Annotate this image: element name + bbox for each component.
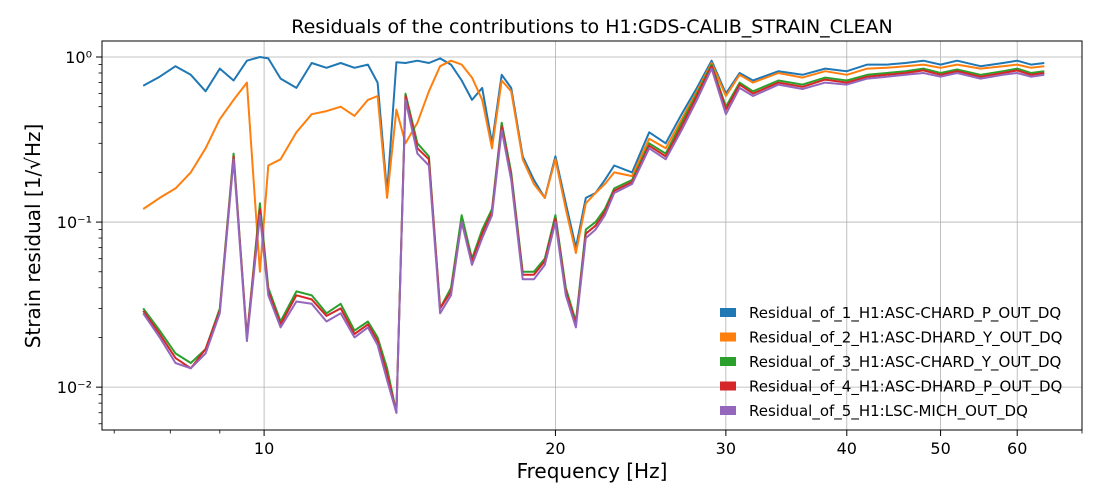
- series-line-2: [142, 59, 1045, 273]
- legend-label: Residual_of_2_H1:ASC-DHARD_Y_OUT_DQ: [749, 329, 1062, 348]
- legend-item: Residual_of_4_H1:ASC-DHARD_P_OUT_DQ: [720, 378, 1062, 397]
- y-tick-label: 10⁻¹: [57, 213, 92, 232]
- axis-ticks: 10 20 30 40 50 60 10⁻² 10⁻¹ 10⁰: [57, 48, 1083, 458]
- series-line-3: [142, 63, 1045, 414]
- x-axis-label: Frequency [Hz]: [517, 459, 668, 483]
- legend-swatch: [720, 357, 736, 366]
- y-tick-label: 10⁰: [65, 48, 92, 67]
- legend: Residual_of_1_H1:ASC-CHARD_P_OUT_DQ Resid…: [720, 304, 1062, 421]
- plot-frame: [101, 40, 1083, 431]
- legend-label: Residual_of_3_H1:ASC-CHARD_Y_OUT_DQ: [749, 353, 1061, 372]
- y-axis-label: Strain residual [1/√Hz]: [21, 124, 45, 349]
- x-tick-label: 30: [716, 439, 736, 458]
- x-tick-label: 10: [254, 439, 274, 458]
- legend-item: Residual_of_1_H1:ASC-CHARD_P_OUT_DQ: [720, 304, 1061, 323]
- legend-label: Residual_of_4_H1:ASC-DHARD_P_OUT_DQ: [749, 378, 1062, 397]
- series-line-1: [142, 56, 1045, 249]
- x-tick-label: 60: [1007, 439, 1027, 458]
- legend-swatch: [720, 406, 736, 415]
- legend-label: Residual_of_1_H1:ASC-CHARD_P_OUT_DQ: [749, 304, 1061, 323]
- x-tick-label: 50: [930, 439, 950, 458]
- legend-item: Residual_of_2_H1:ASC-DHARD_Y_OUT_DQ: [720, 329, 1062, 348]
- legend-label: Residual_of_5_H1:LSC-MICH_OUT_DQ: [749, 402, 1028, 421]
- chart-title: Residuals of the contributions to H1:GDS…: [291, 16, 892, 38]
- legend-item: Residual_of_3_H1:ASC-CHARD_Y_OUT_DQ: [720, 353, 1061, 372]
- x-tick-label: 40: [837, 439, 857, 458]
- series-line-5: [142, 67, 1045, 414]
- x-tick-label: 20: [545, 439, 565, 458]
- series-line-4: [142, 65, 1045, 414]
- y-tick-label: 10⁻²: [57, 378, 92, 397]
- legend-swatch: [720, 332, 736, 342]
- legend-item: Residual_of_5_H1:LSC-MICH_OUT_DQ: [720, 402, 1028, 421]
- legend-swatch: [720, 381, 736, 391]
- series-lines: [142, 56, 1045, 414]
- legend-swatch: [720, 308, 736, 317]
